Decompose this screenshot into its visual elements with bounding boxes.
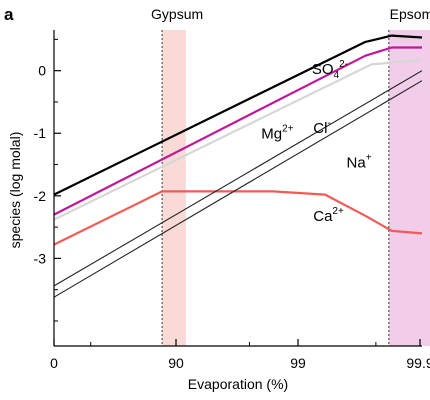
axes [53,30,422,347]
region-epsomite [388,30,430,346]
series-line-mg2--1 [53,46,422,216]
series-lines [53,34,423,298]
panel-label: a [4,5,14,24]
species-label-mg: Mg2+ [261,123,293,142]
x-tick-label-3: 99.9 [406,355,430,371]
species-label-cl: Cl- [313,118,331,137]
x-ticks: 0 90 99 99.9 [50,339,430,371]
species-label-na: Na+ [347,153,372,172]
x-tick-label-2: 99 [290,355,306,371]
series-line-na--5 [53,80,423,298]
y-tick-label-0: 0 [38,63,46,79]
series-line-ca2--3 [53,190,423,246]
region-labels: Gypsum Epsomite [151,6,430,22]
region-label-epsomite: Epsomite [390,6,430,22]
species-labels: SO42- Mg2+ Cl- Na+ Ca2+ [261,59,371,225]
series-line-grey-2 [53,58,423,221]
y-tick-label-1: -1 [34,125,47,141]
region-gypsum [162,30,186,346]
species-label-ca: Ca2+ [313,206,344,225]
x-tick-label-0: 0 [50,355,58,371]
species-label-so: SO42- [312,59,348,81]
x-axis-label: Evaporation (%) [188,376,288,392]
mineral-regions [161,30,430,346]
y-tick-label-2: -2 [34,188,47,204]
x-tick-label-1: 90 [168,355,184,371]
series-line-so4-2--0 [53,34,423,196]
y-ticks: 0 -1 -2 -3 [34,38,61,322]
y-axis-label: species (log molal) [7,132,23,249]
series-line-cl--4 [53,70,423,287]
y-tick-label-3: -3 [34,250,47,266]
region-label-gypsum: Gypsum [151,6,203,22]
